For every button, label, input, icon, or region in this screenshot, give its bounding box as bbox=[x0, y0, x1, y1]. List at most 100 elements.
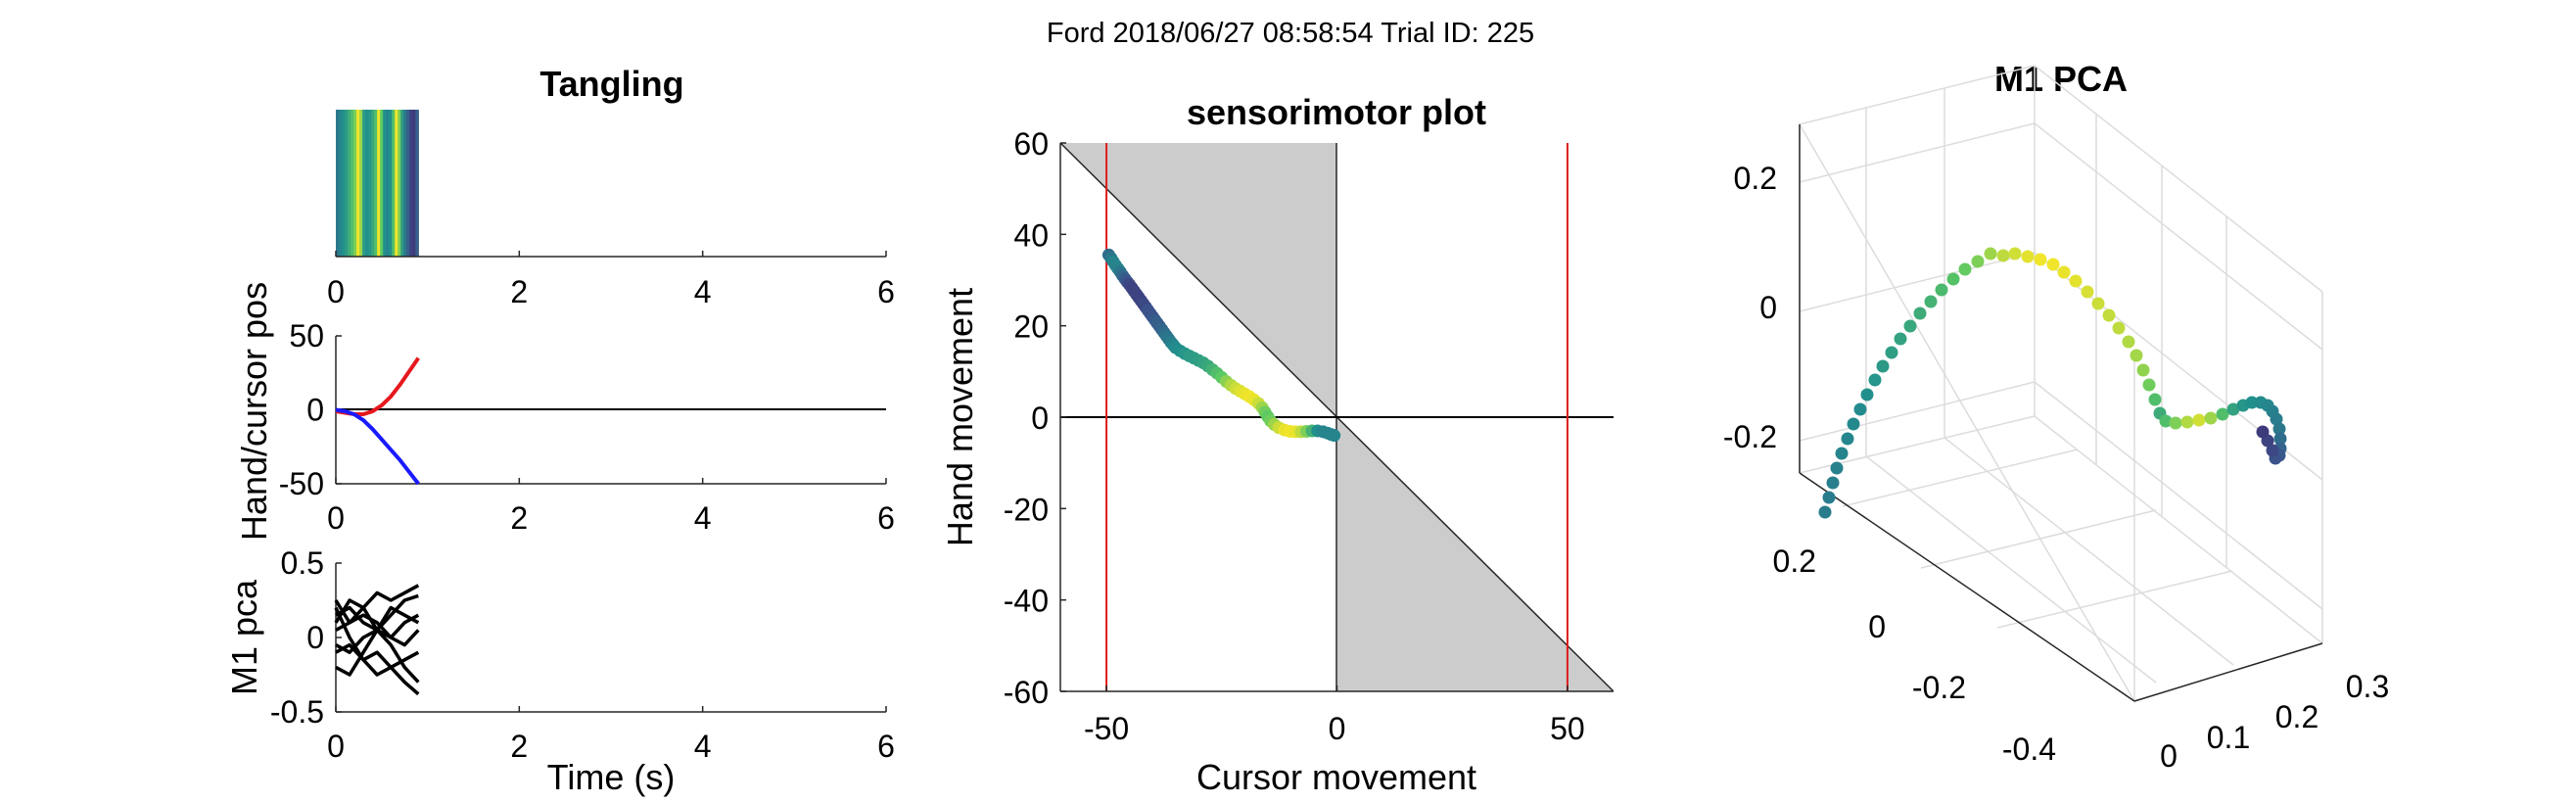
m1-pca-3d-panel: M1 PCA bbox=[1723, 59, 2389, 774]
pca-3d-point bbox=[1876, 359, 1890, 373]
y-tick-label: -0.5 bbox=[270, 694, 324, 730]
x-tick-label: 6 bbox=[877, 500, 895, 536]
tangling-cell bbox=[406, 110, 410, 257]
pca-3d-point bbox=[1841, 432, 1854, 446]
pca-3d-point bbox=[2136, 363, 2150, 377]
y-tick-label: -0.4 bbox=[2002, 732, 2056, 767]
pca-3d-point bbox=[1971, 255, 1985, 268]
tangling-x-ticks: 0 2 4 6 bbox=[327, 251, 895, 309]
tangling-cell bbox=[356, 110, 360, 257]
pca-3d-point bbox=[1935, 283, 1948, 297]
time-xlabel: Time (s) bbox=[547, 757, 676, 797]
tangling-cell bbox=[380, 110, 384, 257]
y-tick-label: 0 bbox=[1868, 609, 1886, 644]
m1-pca-time-panel: 0 2 4 6-0.500.5 M1 pca Time (s) bbox=[224, 545, 895, 797]
z-tick-label: 0.2 bbox=[1734, 161, 1777, 196]
m1-pca-lines bbox=[334, 584, 420, 696]
m1-pca-ticks: 0 2 4 6-0.500.5 bbox=[270, 545, 895, 764]
pca-3d-point bbox=[2256, 425, 2270, 439]
pca-3d-point bbox=[2192, 413, 2206, 427]
z-tick-label: -0.2 bbox=[1723, 419, 1777, 454]
y-tick-label: 0.5 bbox=[281, 545, 324, 581]
pca-3d-point bbox=[2272, 422, 2286, 436]
pca-3d-point bbox=[2245, 396, 2259, 409]
x-tick-label: 6 bbox=[877, 274, 895, 309]
pca-3d-point bbox=[1913, 307, 1927, 320]
pca-3d-point bbox=[1822, 491, 1836, 504]
x-tick-label: 0.2 bbox=[2275, 699, 2318, 734]
pca-3d-point bbox=[1894, 332, 1907, 346]
tangling-cell bbox=[412, 110, 416, 257]
pca-3d-point bbox=[1860, 388, 1874, 402]
m1-pca-3d-points bbox=[1818, 247, 2287, 519]
x-tick-label: 4 bbox=[694, 274, 712, 309]
y-tick-label: 0 bbox=[306, 620, 324, 655]
pca-3d-point bbox=[2122, 335, 2135, 349]
pca-3d-point bbox=[2270, 412, 2283, 426]
tangling-cell bbox=[383, 110, 387, 257]
y-tick-label: 0.2 bbox=[1773, 543, 1816, 579]
tangling-cell bbox=[409, 110, 413, 257]
pca-3d-point bbox=[1847, 417, 1860, 431]
tangling-cell bbox=[389, 110, 393, 257]
z-tick-label: 0 bbox=[1759, 290, 1777, 325]
pca-3d-point bbox=[1958, 262, 1972, 276]
cursor-position-line bbox=[335, 407, 420, 486]
y-tick-label: -60 bbox=[1004, 675, 1049, 710]
sensorimotor-ylabel: Hand movement bbox=[940, 288, 980, 546]
pca-3d-point bbox=[1903, 319, 1917, 333]
pca-3d-point bbox=[2008, 247, 2022, 260]
x-tick-label: 0.3 bbox=[2346, 669, 2389, 704]
tangling-cell bbox=[336, 110, 340, 257]
tangling-heatmap bbox=[336, 110, 419, 257]
3d-axes bbox=[1799, 124, 2323, 702]
pca-component-line bbox=[335, 613, 420, 647]
pca-3d-point bbox=[1853, 402, 1867, 416]
pca-3d-point bbox=[2034, 253, 2047, 266]
pca-3d-point bbox=[2204, 411, 2218, 425]
x-tick-label: -50 bbox=[1084, 711, 1129, 746]
tangling-cell bbox=[348, 110, 351, 257]
sensorimotor-xlabel: Cursor movement bbox=[1196, 757, 1476, 797]
pca-3d-point bbox=[2148, 393, 2162, 406]
y-tick-label: -50 bbox=[279, 466, 324, 501]
sensorimotor-points bbox=[1101, 248, 1341, 443]
pca-3d-point bbox=[1868, 373, 1882, 387]
pca-3d-point bbox=[2046, 258, 2060, 271]
pca-3d-point bbox=[2069, 274, 2083, 288]
pca-3d-point bbox=[1818, 505, 1832, 519]
hand-position-line bbox=[335, 356, 420, 417]
pca-3d-point bbox=[2130, 349, 2143, 362]
tangling-cell bbox=[365, 110, 369, 257]
x-tick-label: 0 bbox=[2160, 738, 2178, 774]
pca-3d-point bbox=[2266, 444, 2279, 457]
x-tick-label: 0 bbox=[1329, 711, 1346, 746]
y-tick-label: 40 bbox=[1013, 217, 1049, 253]
pca-3d-point bbox=[2102, 308, 2116, 322]
tangling-cell bbox=[353, 110, 357, 257]
y-tick-label: -0.2 bbox=[1912, 670, 1966, 705]
pca-component-line bbox=[334, 598, 420, 684]
x-tick-label: 2 bbox=[510, 729, 528, 764]
pca-3d-point bbox=[1885, 346, 1898, 359]
pca-3d-point bbox=[1924, 295, 1938, 308]
x-tick-label: 50 bbox=[1550, 711, 1585, 746]
tangling-cell bbox=[345, 110, 349, 257]
pca-component-line bbox=[334, 606, 420, 696]
x-tick-label: 4 bbox=[694, 729, 712, 764]
tangling-cell bbox=[371, 110, 375, 257]
pca-3d-point bbox=[1984, 247, 1997, 260]
x-tick-label: 0 bbox=[327, 729, 345, 764]
tangling-cell bbox=[351, 110, 354, 257]
tangling-cell bbox=[368, 110, 372, 257]
m1-pca-3d-title: M1 PCA bbox=[1994, 59, 2128, 99]
pca-3d-point bbox=[2216, 407, 2229, 421]
x-tick-label: 0 bbox=[327, 500, 345, 536]
figure-suptitle: Ford 2018/06/27 08:58:54 Trial ID: 225 bbox=[1047, 18, 1534, 49]
tangling-cell bbox=[395, 110, 398, 257]
pca-3d-point bbox=[2091, 297, 2105, 310]
pca-3d-point bbox=[2180, 415, 2194, 429]
y-tick-label: 0 bbox=[306, 393, 324, 428]
